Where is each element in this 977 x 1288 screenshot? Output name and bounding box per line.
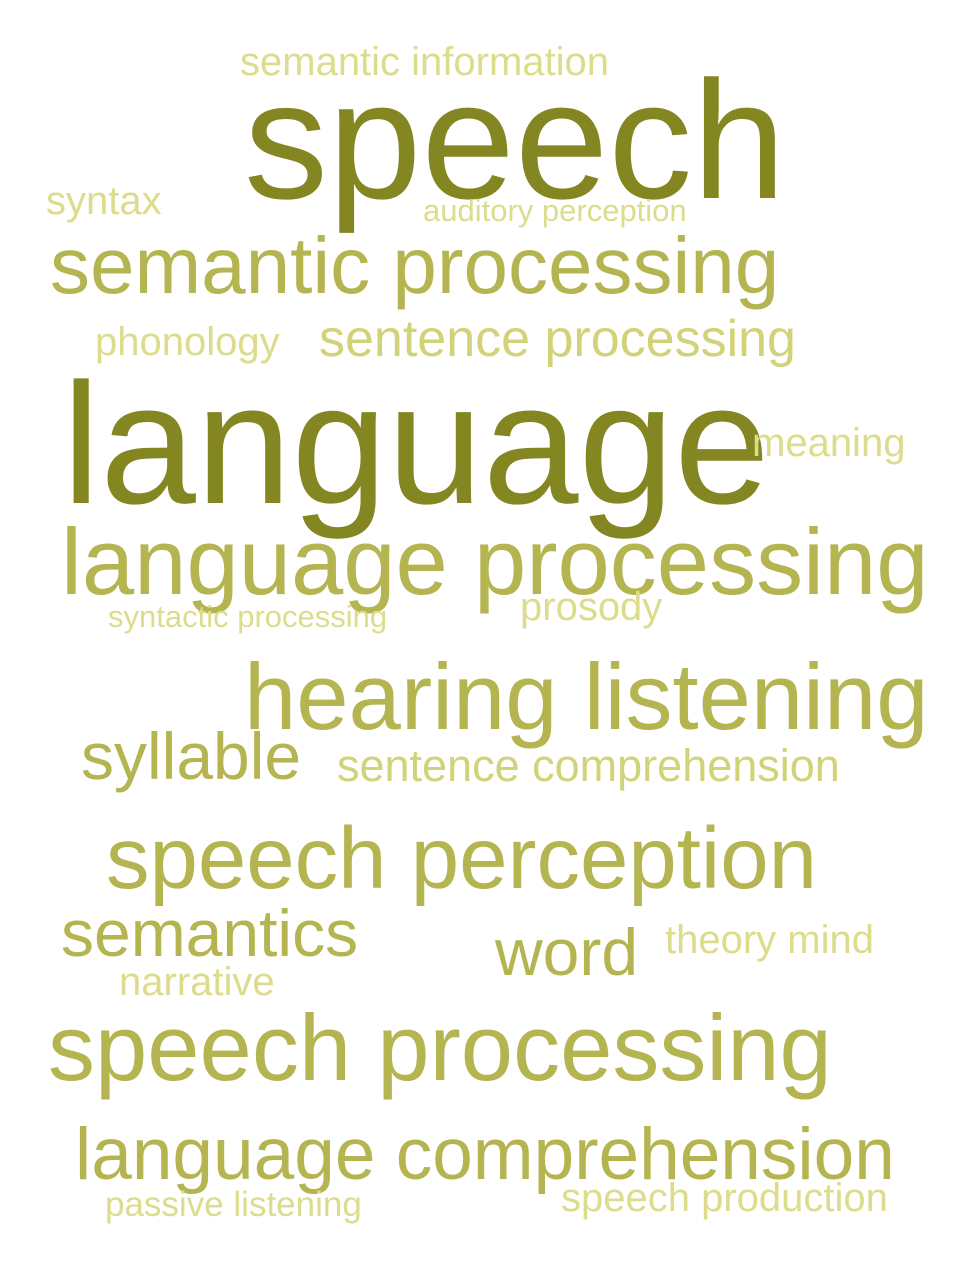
cloud-word-hearing-listening: hearing listening xyxy=(244,644,929,749)
cloud-word-language-processing: language processing xyxy=(61,509,929,614)
cloud-word-language-comprehension: language comprehension xyxy=(75,1114,895,1195)
cloud-word-meaning: meaning xyxy=(752,421,906,465)
cloud-word-passive-listening: passive listening xyxy=(105,1185,362,1224)
cloud-word-syntax: syntax xyxy=(46,179,162,223)
cloud-word-semantics: semantics xyxy=(61,896,359,970)
cloud-word-sentence-processing: sentence processing xyxy=(319,310,796,368)
cloud-word-narrative: narrative xyxy=(119,960,275,1004)
cloud-word-auditory-perception: auditory perception xyxy=(423,193,687,228)
cloud-word-word: word xyxy=(495,915,639,989)
cloud-word-speech-processing: speech processing xyxy=(48,995,832,1100)
cloud-word-speech: speech xyxy=(244,46,786,234)
cloud-word-theory-mind: theory mind xyxy=(665,918,874,962)
cloud-word-phonology: phonology xyxy=(95,320,280,364)
cloud-word-syntactic-processing: syntactic processing xyxy=(108,599,388,634)
cloud-word-speech-perception: speech perception xyxy=(106,810,817,907)
cloud-word-semantic-processing: semantic processing xyxy=(50,221,780,310)
cloud-word-sentence-comprehension: sentence comprehension xyxy=(337,740,840,791)
cloud-word-semantic-information: semantic information xyxy=(240,40,610,84)
cloud-word-language: language xyxy=(62,348,770,540)
cloud-word-syllable: syllable xyxy=(81,719,302,793)
cloud-word-prosody: prosody xyxy=(520,585,663,629)
cloud-word-speech-production: speech production xyxy=(561,1176,888,1220)
